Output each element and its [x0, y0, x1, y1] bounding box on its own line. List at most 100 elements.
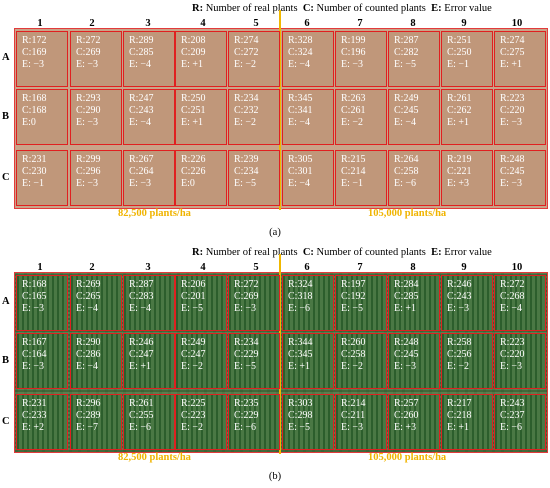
plot-value-e: E: −2	[341, 117, 364, 128]
plot-B9: R:258 C:256 E: −2	[441, 333, 493, 389]
column-header-1: 1	[37, 18, 43, 29]
plot-value-e: E: −3	[341, 59, 364, 70]
plot-B8: R:248 C:245 E: −3	[388, 333, 440, 389]
plot-value-e: E: −7	[76, 422, 99, 433]
plot-value-r: R:199	[341, 35, 366, 46]
plot-value-c: C:164	[22, 349, 47, 360]
legend: R: Number of real plants C: Number of co…	[192, 3, 492, 14]
plot-C6: R:303 C:298 E: −5	[282, 394, 334, 450]
plot-value-c: C:247	[181, 349, 206, 360]
column-header-10: 10	[511, 262, 523, 273]
plot-A10: R:274 C:275 E: +1	[494, 31, 546, 87]
plot-value-c: C:247	[129, 349, 154, 360]
plot-value-c: C:243	[447, 291, 472, 302]
plot-value-e: E: +1	[129, 361, 152, 372]
plot-value-e: E: −3	[394, 361, 417, 372]
plot-value-c: C:211	[341, 410, 366, 421]
plot-C7: R:214 C:211 E: −3	[335, 394, 387, 450]
plot-value-e: E: −5	[234, 178, 257, 189]
plot-value-e: E: +1	[447, 422, 470, 433]
plot-value-c: C:233	[22, 410, 47, 421]
plot-value-r: R:299	[76, 154, 101, 165]
plot-value-e: E: −3	[76, 59, 99, 70]
plot-value-e: E:0	[22, 117, 36, 128]
plot-A2: R:269 C:265 E: −4	[70, 275, 122, 331]
plot-value-c: C:218	[447, 410, 472, 421]
column-header-8: 8	[410, 18, 416, 29]
plot-B8: R:249 C:245 E: −4	[388, 89, 440, 145]
plot-value-e: E: +3	[394, 422, 417, 433]
plot-C3: R:267 C:264 E: −3	[123, 150, 175, 206]
plot-A7: R:197 C:192 E: −5	[335, 275, 387, 331]
plot-value-e: E: −2	[234, 59, 257, 70]
plot-value-r: R:168	[22, 279, 47, 290]
plot-value-r: R:269	[76, 279, 101, 290]
caption-b: (b)	[268, 471, 282, 482]
plot-value-r: R:235	[234, 398, 259, 409]
plot-C9: R:219 C:221 E: +3	[441, 150, 493, 206]
column-header-1: 1	[37, 262, 43, 273]
plot-value-e: E: −6	[394, 178, 417, 189]
plot-value-r: R:293	[76, 93, 101, 104]
panel-a: R: Number of real plants C: Number of co…	[2, 3, 548, 238]
plot-value-r: R:284	[394, 279, 419, 290]
plot-value-c: C:220	[500, 349, 525, 360]
plot-B4: R:249 C:247 E: −2	[175, 333, 227, 389]
plot-value-c: C:229	[234, 410, 259, 421]
density-left-label: 82,500 plants/ha	[118, 452, 191, 463]
plot-value-e: E: −3	[500, 361, 523, 372]
plot-B3: R:247 C:243 E: −4	[123, 89, 175, 145]
density-right-label: 105,000 plants/ha	[368, 452, 447, 463]
plot-value-e: E: −4	[129, 303, 152, 314]
plot-value-e: E: +1	[447, 117, 470, 128]
plot-value-c: C:269	[76, 47, 101, 58]
plot-value-r: R:239	[234, 154, 259, 165]
plot-value-r: R:264	[394, 154, 419, 165]
plot-C9: R:217 C:218 E: +1	[441, 394, 493, 450]
column-header-6: 6	[304, 18, 310, 29]
column-header-10: 10	[511, 18, 523, 29]
plot-value-c: C:209	[181, 47, 206, 58]
plot-value-c: C:169	[22, 47, 47, 58]
plot-B9: R:261 C:262 E: +1	[441, 89, 493, 145]
plot-value-r: R:290	[76, 337, 101, 348]
plot-value-e: E: −1	[341, 178, 364, 189]
plot-value-r: R:215	[341, 154, 366, 165]
plot-C5: R:235 C:229 E: −6	[228, 394, 280, 450]
plot-value-e: E: −3	[22, 303, 45, 314]
plot-value-e: E: +1	[181, 59, 204, 70]
plot-value-r: R:296	[76, 398, 101, 409]
plot-B7: R:260 C:258 E: −2	[335, 333, 387, 389]
plot-C1: R:231 C:233 E: +2	[16, 394, 68, 450]
plot-value-e: E: −5	[234, 361, 257, 372]
plot-value-r: R:197	[341, 279, 366, 290]
column-header-6: 6	[304, 262, 310, 273]
plot-value-r: R:249	[394, 93, 419, 104]
plot-value-r: R:272	[76, 35, 101, 46]
plot-B2: R:290 C:286 E: −4	[70, 333, 122, 389]
plot-A9: R:251 C:250 E: −1	[441, 31, 493, 87]
plot-B5: R:234 C:232 E: −2	[228, 89, 280, 145]
column-header-7: 7	[357, 262, 363, 273]
column-header-3: 3	[145, 262, 151, 273]
plot-value-e: E: −2	[181, 361, 204, 372]
plot-value-e: E: −3	[129, 178, 152, 189]
plot-C1: R:231 C:230 E: −1	[16, 150, 68, 206]
plot-value-e: E: −1	[447, 59, 470, 70]
plot-value-r: R:257	[394, 398, 419, 409]
plot-value-c: C:237	[500, 410, 525, 421]
plot-value-e: E: −5	[288, 422, 311, 433]
plot-B3: R:246 C:247 E: +1	[123, 333, 175, 389]
plot-C10: R:243 C:237 E: −6	[494, 394, 546, 450]
plot-value-e: E: −4	[394, 117, 417, 128]
row-header-B: B	[2, 111, 10, 122]
plot-value-r: R:267	[129, 154, 154, 165]
plot-A9: R:246 C:243 E: −3	[441, 275, 493, 331]
plot-C7: R:215 C:214 E: −1	[335, 150, 387, 206]
plot-C3: R:261 C:255 E: −6	[123, 394, 175, 450]
plot-value-c: C:201	[181, 291, 206, 302]
plot-value-e: E: −4	[129, 59, 152, 70]
plot-value-c: C:275	[500, 47, 525, 58]
plot-value-r: R:219	[447, 154, 472, 165]
plot-value-r: R:231	[22, 398, 47, 409]
